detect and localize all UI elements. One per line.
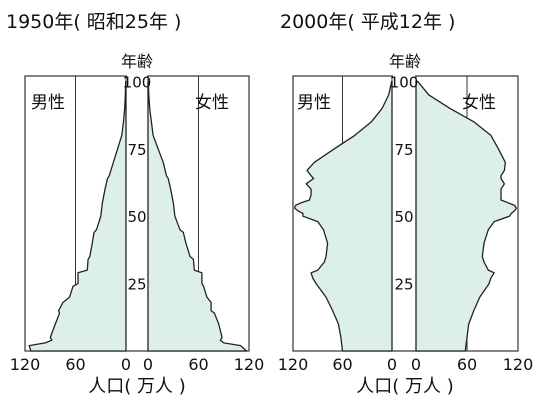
x-tick-right-120: 120	[234, 355, 265, 374]
pyramid-2000: 2000年( 平成12年 ) 年齢 100 75 50 25 男性 女性 120 60 0…	[278, 11, 534, 397]
age-label-background	[127, 207, 147, 226]
male-population-area-1950	[28, 80, 127, 352]
x-tick-labels-1950: 120 60 0 0 60 120	[10, 355, 265, 374]
left-gender-label-1950: 男性	[31, 93, 65, 113]
age-tick-75: 75	[394, 141, 413, 159]
x-tick-right-0: 0	[143, 355, 153, 374]
x-tick-right-120: 120	[503, 355, 534, 374]
age-label-background	[127, 139, 147, 158]
x-tick-right-60: 60	[188, 355, 208, 374]
age-tick-25: 25	[394, 276, 413, 294]
age-tick-50: 50	[127, 208, 146, 226]
female-population-area-2000	[415, 80, 517, 352]
x-tick-left-120: 120	[278, 355, 309, 374]
age-tick-50: 50	[394, 208, 413, 226]
right-gender-label-1950: 女性	[195, 93, 229, 113]
chart-title-2000: 2000年( 平成12年 )	[280, 11, 455, 33]
x-tick-left-60: 60	[332, 355, 352, 374]
age-tick-100: 100	[390, 73, 419, 91]
female-population-area-1950	[147, 80, 248, 352]
age-label-background	[127, 274, 147, 293]
age-label-background	[393, 274, 415, 293]
plot-2000: 100 75 50 25	[292, 72, 519, 352]
x-tick-left-60: 60	[65, 355, 85, 374]
right-gender-label-2000: 女性	[462, 93, 496, 113]
plot-1950: 100 75 50 25	[24, 72, 250, 352]
x-tick-left-0: 0	[121, 355, 131, 374]
left-gender-label-2000: 男性	[297, 93, 331, 113]
x-axis-label-2000: 人口( 万人 )	[356, 376, 454, 397]
age-axis-label-2000: 年齢	[389, 52, 421, 71]
age-label-background	[393, 72, 415, 91]
age-tick-100: 100	[123, 73, 152, 91]
age-label-background	[393, 139, 415, 158]
x-tick-labels-2000: 120 60 0 0 60 120	[278, 355, 534, 374]
x-tick-right-60: 60	[457, 355, 477, 374]
x-axis-label-1950: 人口( 万人 )	[88, 376, 186, 397]
x-tick-left-120: 120	[10, 355, 41, 374]
age-label-background	[127, 72, 147, 91]
male-population-area-2000	[293, 80, 393, 352]
age-axis-label-1950: 年齢	[121, 52, 153, 71]
age-tick-75: 75	[127, 141, 146, 159]
chart-title-1950: 1950年( 昭和25年 )	[6, 11, 181, 33]
age-label-background	[393, 207, 415, 226]
x-tick-left-0: 0	[387, 355, 397, 374]
age-tick-25: 25	[127, 276, 146, 294]
pyramid-1950: 1950年( 昭和25年 ) 年齢 100 75 50 25 男性 女性 120 60 0…	[6, 11, 264, 397]
x-tick-right-0: 0	[411, 355, 421, 374]
